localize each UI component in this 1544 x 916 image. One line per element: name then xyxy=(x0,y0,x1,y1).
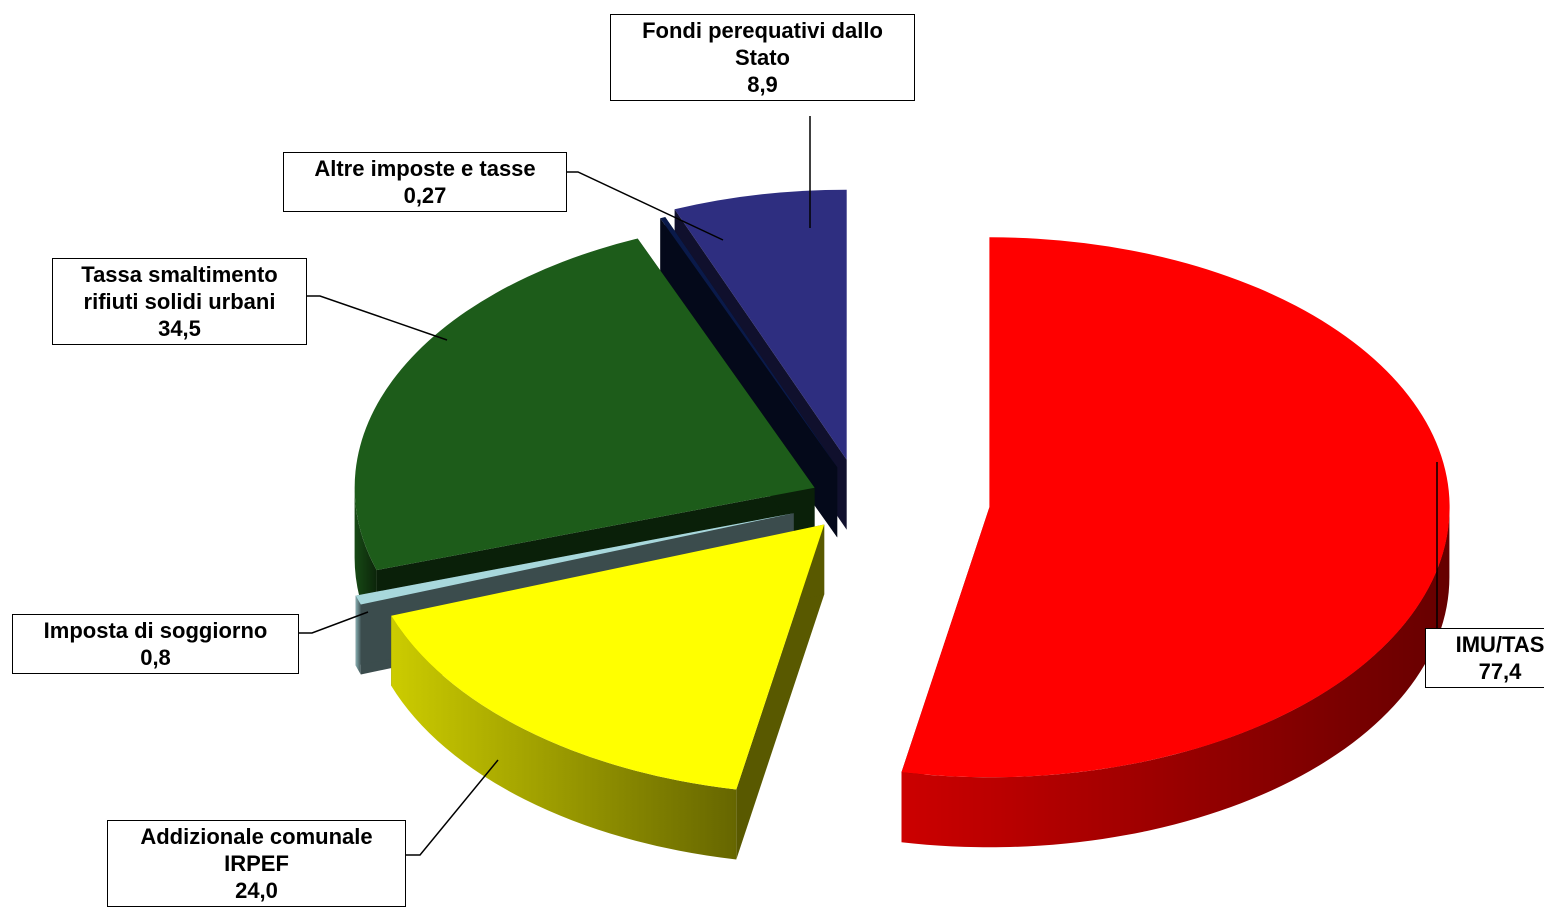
leader-line xyxy=(307,295,448,341)
data-label: Imposta di soggiorno 0,8 xyxy=(12,614,299,674)
label-name: IMU/TAS xyxy=(1455,632,1544,657)
leader-line xyxy=(299,611,369,634)
slice-top xyxy=(354,238,815,571)
label-value: 24,0 xyxy=(235,878,278,903)
data-label: Altre imposte e tasse 0,27 xyxy=(283,152,567,212)
data-label: IMU/TAS 77,4 xyxy=(1425,628,1544,688)
slice xyxy=(901,237,1450,848)
data-label: Addizionale comunale IRPEF 24,0 xyxy=(107,820,406,907)
label-value: 77,4 xyxy=(1478,659,1522,684)
slice-side xyxy=(355,595,361,675)
label-name: Fondi perequativi dallo Stato xyxy=(642,18,883,70)
label-name: Addizionale comunale IRPEF xyxy=(140,824,373,876)
slice-top xyxy=(660,217,838,468)
label-value: 8,9 xyxy=(747,72,778,97)
slice xyxy=(391,524,825,860)
label-value: 0,27 xyxy=(403,183,447,208)
label-value: 34,5 xyxy=(158,316,201,341)
label-name: Altre imposte e tasse xyxy=(314,156,536,181)
slice-wall xyxy=(736,524,825,860)
label-name: Tassa smaltimento rifiuti solidi urbani xyxy=(81,262,278,314)
slice-top xyxy=(674,189,847,460)
data-label: Fondi perequativi dallo Stato 8,9 xyxy=(610,14,915,101)
slice-wall xyxy=(665,217,838,538)
slice-side xyxy=(391,615,737,860)
slice-side xyxy=(901,507,1450,848)
label-value: 0,8 xyxy=(140,645,171,670)
slice-top xyxy=(391,524,825,790)
data-label: Tassa smaltimento rifiuti solidi urbani 3… xyxy=(52,258,307,345)
leader-line xyxy=(567,171,724,241)
leader-line xyxy=(406,759,499,856)
slice-top xyxy=(355,513,794,605)
slice-top xyxy=(901,237,1450,778)
label-name: Imposta di soggiorno xyxy=(43,618,268,643)
